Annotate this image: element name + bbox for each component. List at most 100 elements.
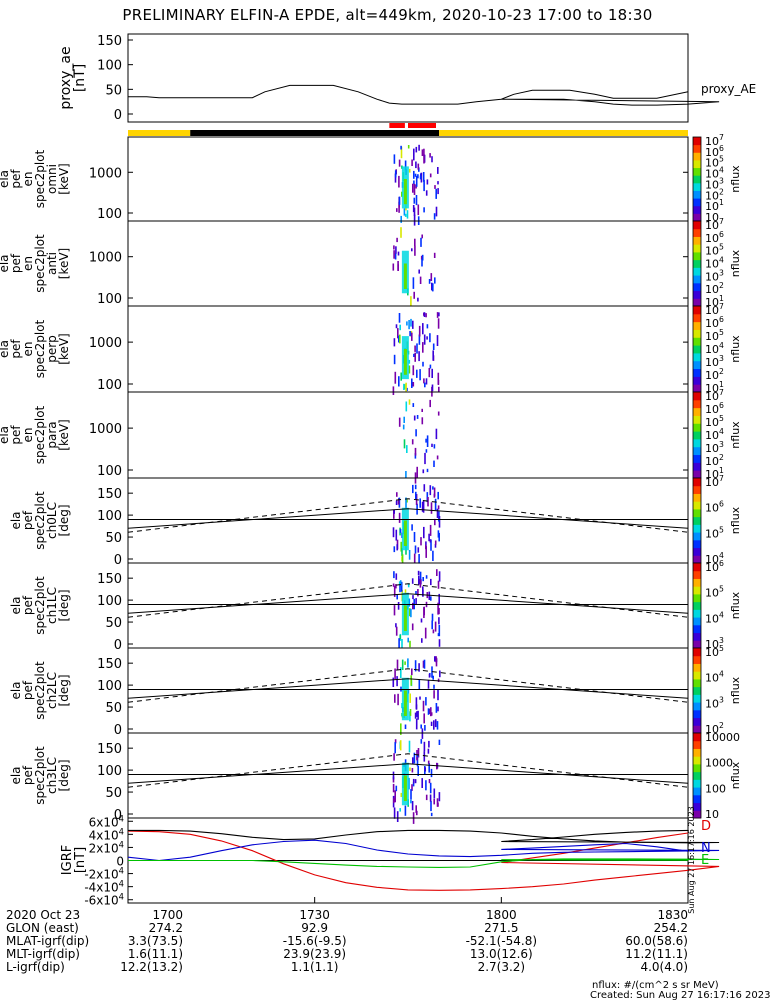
panel-ylabel-line: ch2LC	[45, 672, 59, 709]
ytick-label: 150	[97, 742, 122, 757]
spectrogram-pixel	[413, 183, 416, 195]
spectrogram-pixel	[413, 353, 415, 357]
spectrogram-pixel	[430, 721, 433, 726]
spectrogram-pixel	[422, 700, 425, 712]
colorbar-tick-label: 106	[705, 401, 724, 416]
footer-row-value: 3.3(73.5)	[127, 934, 183, 948]
spectrogram-pixel	[401, 548, 403, 556]
loss-cone-line	[127, 763, 689, 784]
spectrogram-pixel	[403, 416, 405, 423]
colorbar-swatch	[693, 810, 701, 819]
footer-row-value: 2.7(3.2)	[477, 960, 526, 974]
colorbar-swatch	[693, 648, 701, 657]
spectrogram-pixel	[411, 801, 414, 811]
spectrogram-pixel	[423, 207, 425, 213]
spectrogram-pixel	[436, 455, 439, 460]
spectrogram-pixel	[407, 658, 409, 668]
colorbar-tick-label: 102	[705, 721, 724, 736]
ytick-label: 0	[114, 723, 122, 738]
spectrogram-pixel	[417, 570, 420, 576]
spectrogram-pixel	[429, 782, 432, 794]
panel-ylabel-line: ela	[9, 681, 23, 699]
spectrogram-pixel	[413, 752, 416, 764]
colorbar-tick-label: 103	[705, 695, 724, 710]
colorbar-swatch	[693, 423, 701, 432]
spectrogram-pixel	[422, 172, 425, 182]
ytick-label: 50	[105, 786, 122, 801]
spectrogram-pixel	[438, 617, 440, 625]
spectrogram-pixel	[411, 668, 413, 676]
spectrogram-pixel	[416, 415, 419, 419]
spectrogram-pixel	[414, 352, 416, 362]
colorbar-swatch	[693, 290, 701, 299]
spectrogram-pixel	[416, 466, 418, 479]
spectrogram-pixel	[395, 626, 398, 636]
spectrogram-pixel	[435, 657, 438, 667]
spectrogram-pixel	[425, 313, 427, 318]
spectrogram-panel-anti: nflux	[127, 220, 742, 307]
spectrogram-pixel	[432, 629, 435, 634]
spectrogram-pixel	[404, 724, 407, 729]
panel-ylabel-line: ch0LC	[45, 502, 59, 539]
panel-ylabel-line: en	[21, 428, 35, 443]
spectrogram-pixel	[415, 704, 418, 710]
colorbar-swatch	[693, 478, 701, 487]
spectrogram-pixel	[402, 424, 405, 430]
spectrogram-panel-para: nflux	[127, 391, 742, 484]
spectrogram-pixel	[415, 805, 417, 813]
footer-row-label: L-igrf(dip)	[6, 960, 65, 974]
spectrogram-pixel	[415, 146, 418, 153]
spectrogram-pixel	[423, 751, 426, 762]
colorbar-swatch	[693, 454, 701, 463]
spectrogram-pixel	[405, 471, 407, 478]
spectrogram-pixel	[405, 382, 407, 392]
spectrogram-pixel	[434, 185, 436, 189]
colorbar-swatch	[693, 508, 701, 518]
spectrogram-pixel	[411, 248, 413, 252]
colorbar-swatch	[693, 446, 701, 456]
colorbar-swatch	[693, 601, 701, 610]
spectrogram-pixel	[432, 550, 434, 561]
ytick-label: 100	[97, 292, 122, 307]
igrf-ytick-label: -6x104	[84, 892, 124, 908]
spectrogram-pixel	[426, 324, 429, 329]
spectrogram-pixel	[392, 677, 395, 687]
spectrogram-pixel	[393, 245, 395, 250]
spectrogram-pixel	[436, 798, 439, 807]
colorbar-tick-label: 100	[705, 782, 726, 795]
spectrogram-pixel	[416, 343, 418, 354]
ytick-label: 1000	[89, 336, 122, 351]
colorbar-tick-label: 103	[705, 176, 724, 191]
spectrogram-pixel	[419, 498, 421, 508]
spectrogram-pixel	[394, 371, 397, 384]
spectrogram-pixel	[416, 757, 418, 761]
igrf-ytick-label: 6x104	[89, 813, 124, 829]
spectrogram-pixel	[431, 620, 433, 630]
igrf-ytick-label: -2x104	[84, 866, 124, 882]
spectrogram-pixel	[406, 321, 408, 326]
igrf-legend-N: N	[701, 841, 711, 856]
spectrogram-pixel	[406, 445, 408, 453]
colorbar-swatch	[693, 586, 701, 595]
colorbar-swatch	[693, 733, 701, 742]
colorbar-swatch	[693, 524, 701, 533]
spectrogram-pixel	[412, 382, 415, 387]
spectrogram-pixel	[424, 452, 426, 465]
colorbar-swatch	[693, 655, 701, 664]
spectrogram-pixel	[426, 336, 428, 340]
spectrogram-pixel	[412, 403, 415, 407]
panel-ylabel-line: spec2plot	[33, 576, 47, 635]
colorbar-tick-label: 10	[705, 211, 719, 224]
spectrogram-pixel	[398, 417, 401, 427]
spectrogram-pixel	[393, 571, 395, 579]
colorbar-swatch	[693, 725, 701, 734]
spectrogram-pixel	[412, 602, 414, 610]
ae-ylabel-line: [nT]	[72, 64, 88, 92]
ytick-label: 100	[97, 378, 122, 393]
spectrogram-pixel	[417, 204, 420, 216]
spectrogram-pixel	[398, 497, 401, 508]
spectrogram-pixel	[428, 533, 430, 542]
spectrogram-pixel	[408, 320, 410, 330]
spectrogram-pixel	[418, 334, 421, 345]
colorbar-tick-label: 104	[705, 670, 724, 685]
